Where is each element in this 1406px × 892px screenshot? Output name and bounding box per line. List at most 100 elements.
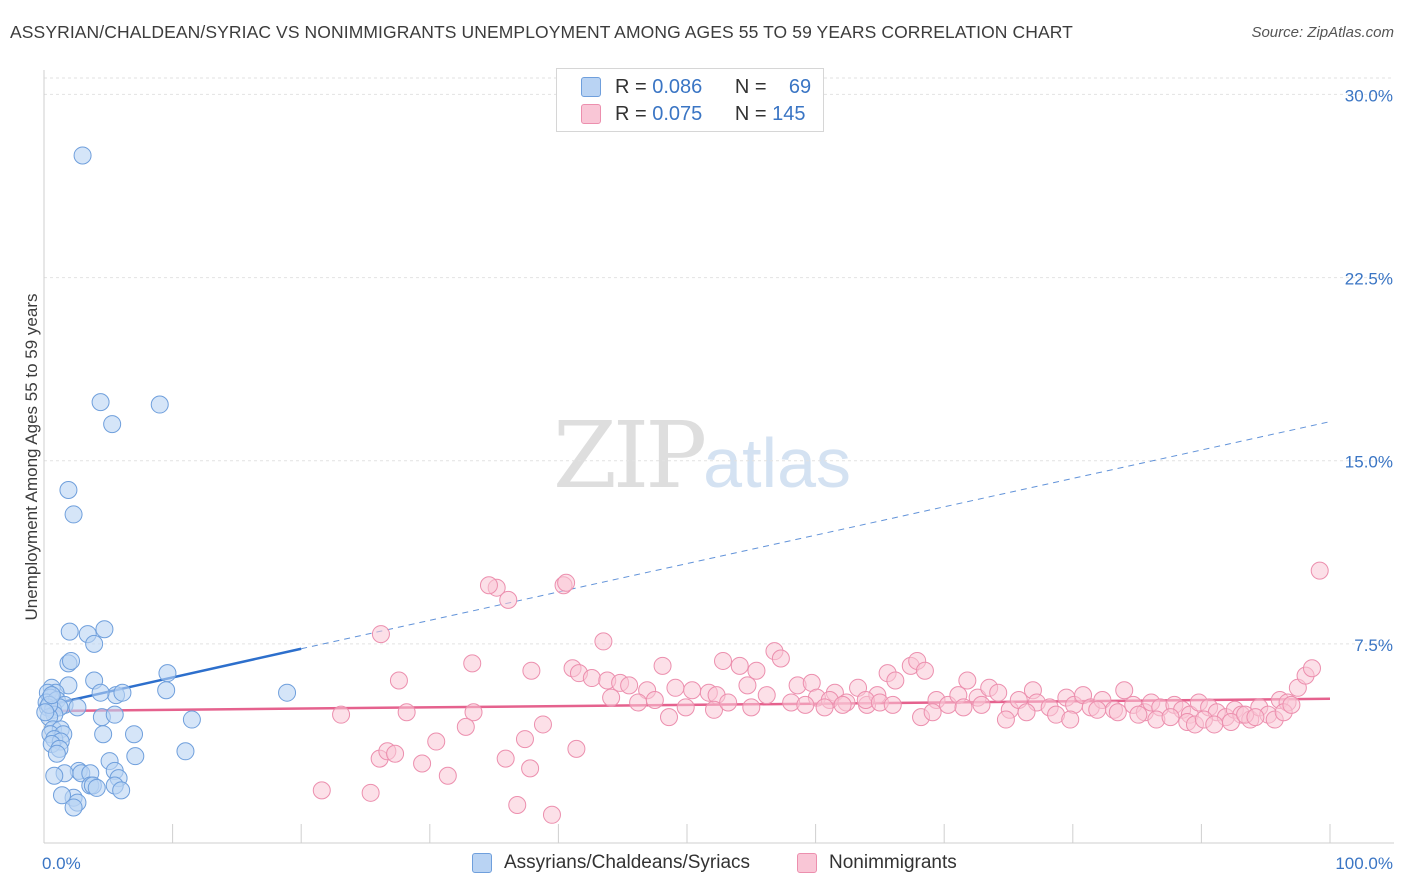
nonimmigrants-point [958,671,977,690]
nonimmigrants-point [796,695,815,714]
nonimmigrants-point [883,695,902,714]
bottom-legend-swatch-series2 [797,853,817,873]
nonimmigrants-point [738,676,757,695]
assyrians-point [157,681,176,700]
assyrians-point [47,744,66,763]
assyrians-point [105,705,124,724]
assyrians-point [176,742,195,761]
assyrians-point [87,778,106,797]
watermark: ZIPatlas [553,402,851,509]
nonimmigrants-point [730,656,749,675]
nonimmigrants-point [1310,561,1329,580]
bottom-legend-series1: Assyrians/Chaldeans/Syriacs [472,852,750,874]
assyrians-point [126,747,145,766]
nonimmigrants-point [521,759,540,778]
assyrians-point [64,505,83,524]
nonimmigrants-point [438,766,457,785]
bottom-legend-series2: Nonimmigrants [797,852,957,874]
nonimmigrants-point [1017,703,1036,722]
nonimmigrants-point [620,676,639,695]
nonimmigrants-point [1088,700,1107,719]
nonimmigrants-point [714,651,733,670]
watermark-zip: ZIP [553,402,707,509]
nonimmigrants-point [676,698,695,717]
nonimmigrants-point [996,710,1015,729]
nonimmigrants-point [923,703,942,722]
nonimmigrants-point [1115,681,1134,700]
nonimmigrants-point [989,683,1008,702]
label-layer: 7.5% 15.0% 22.5% 30.0% 0.0% 100.0% Unemploymen… [22,86,1393,873]
nonimmigrants-point [515,730,534,749]
nonimmigrants-point [886,671,905,690]
nonimmigrants-point [567,739,586,758]
nonimmigrants-point [499,590,518,609]
nonimmigrants-point [742,698,761,717]
nonimmigrants-point [1246,708,1265,727]
chart-title: ASSYRIAN/CHALDEAN/SYRIAC VS NONIMMIGRANT… [10,22,1073,42]
nonimmigrants-point [683,681,702,700]
nonimmigrants-point [1129,705,1148,724]
legend-r-value: 0.075 [652,102,703,125]
nonimmigrants-point [602,688,621,707]
nonimmigrants-point [757,686,776,705]
nonimmigrants-point [1302,659,1321,678]
source-label: Source: ZipAtlas.com [1251,24,1394,41]
assyrians-point [103,415,122,434]
assyrians-point [60,622,79,641]
nonimmigrants-point [386,744,405,763]
nonimmigrants-point [582,669,601,688]
nonimmigrants-point [1061,710,1080,729]
nonimmigrants-point [719,693,738,712]
nonimmigrants-point [389,671,408,690]
legend-swatch-series1 [581,77,601,97]
nonimmigrants-point [1108,703,1127,722]
x-tick-label: 0.0% [42,854,81,873]
assyrians-point [95,620,114,639]
nonimmigrants-point [1282,695,1301,714]
y-axis-label: Unemployment Among Ages 55 to 59 years [22,294,41,621]
y-tick-label: 7.5% [1354,636,1393,655]
nonimmigrants-point [332,705,351,724]
assyrians-point [62,651,81,670]
assyrians-point [53,786,72,805]
nonimmigrants-point [361,783,380,802]
assyrians-point [42,686,61,705]
assyrians-point [94,725,113,744]
nonimmigrants-point [397,703,416,722]
legend-n-value: 69 [788,75,812,98]
nonimmigrants-point [371,625,390,644]
legend-row-series1: R = 0.086 N = 69 [581,75,811,99]
bottom-legend-swatch-series1 [472,853,492,873]
assyrians-point [68,698,87,717]
assyrians-point [91,393,110,412]
legend-r-label: R = [615,102,647,125]
bottom-legend-label-series1: Assyrians/Chaldeans/Syriacs [504,852,751,873]
assyrians-point [73,146,92,165]
grid-layer [44,77,1394,645]
nonimmigrants-point [666,678,685,697]
nonimmigrants-point [1205,715,1224,734]
nonimmigrants-point [833,695,852,714]
legend-swatch-series2 [581,104,601,124]
assyrians-trendline-extension [301,421,1331,650]
nonimmigrants-point [463,654,482,673]
legend-r-label: R = [615,75,647,98]
nonimmigrants-point [629,693,648,712]
assyrians-point [113,683,132,702]
nonimmigrants-point [747,661,766,680]
legend-r-value: 0.086 [652,75,703,98]
nonimmigrants-point [464,703,483,722]
nonimmigrants-point [496,749,515,768]
nonimmigrants-point [479,576,498,595]
nonimmigrants-point [312,781,331,800]
trend-layer [43,421,1331,713]
assyrians-point [158,664,177,683]
nonimmigrants-point [645,691,664,710]
y-tick-label: 15.0% [1345,453,1393,472]
nonimmigrants-point [815,698,834,717]
nonimmigrants-point [915,661,934,680]
x-tick-label: 100.0% [1335,854,1393,873]
nonimmigrants-point [427,732,446,751]
nonimmigrants-point [456,717,475,736]
correlation-legend: R = 0.086 N = 69 R = 0.075 N = 145 [556,68,824,132]
